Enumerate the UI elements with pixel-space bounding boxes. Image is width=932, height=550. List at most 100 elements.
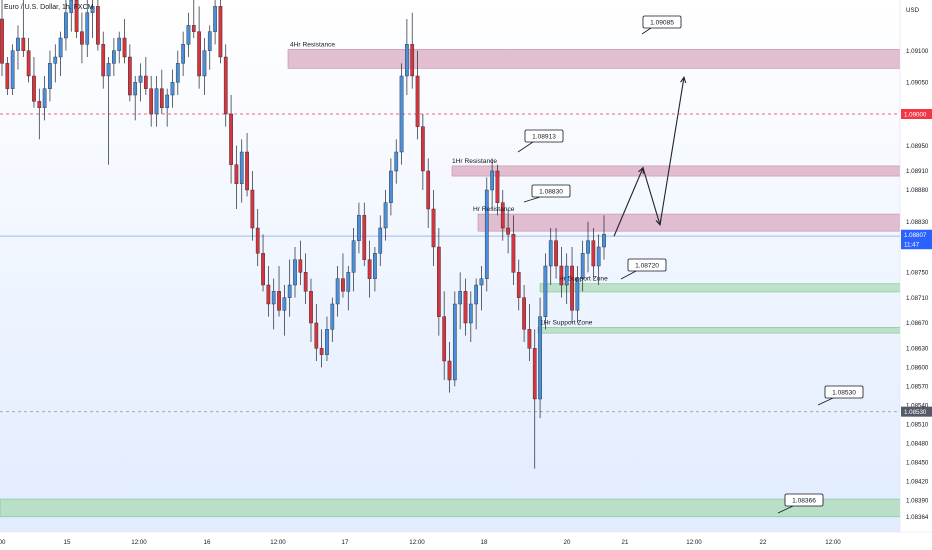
candle[interactable] [554, 228, 558, 279]
candle[interactable] [490, 158, 494, 209]
candle[interactable] [394, 139, 399, 184]
candle[interactable] [341, 253, 345, 298]
candle[interactable] [447, 342, 452, 393]
candle[interactable] [293, 247, 297, 298]
candle[interactable] [250, 171, 255, 241]
candle[interactable] [399, 63, 404, 165]
candle[interactable] [357, 202, 361, 254]
candle[interactable] [410, 12, 415, 89]
candle[interactable] [32, 57, 36, 108]
candle[interactable] [271, 278, 276, 330]
candle[interactable] [383, 190, 388, 241]
candle[interactable] [362, 202, 367, 266]
zone-support[interactable] [539, 283, 900, 293]
candle[interactable] [10, 44, 15, 95]
zone-resistance[interactable] [451, 165, 900, 177]
candle[interactable] [149, 76, 154, 127]
candle[interactable] [522, 285, 526, 342]
candle[interactable] [543, 253, 548, 330]
candle[interactable] [527, 304, 532, 361]
candle[interactable] [474, 278, 478, 330]
candle[interactable] [506, 209, 510, 254]
candle[interactable] [122, 19, 127, 64]
candle[interactable] [421, 114, 425, 190]
candle[interactable] [218, 0, 223, 64]
candle[interactable] [298, 240, 303, 285]
candle[interactable] [373, 247, 377, 292]
candle[interactable] [143, 57, 148, 95]
candle[interactable] [314, 304, 319, 361]
candle[interactable] [426, 158, 431, 228]
candle[interactable] [463, 278, 468, 336]
candle[interactable] [442, 291, 447, 380]
candle[interactable] [575, 266, 580, 323]
candle[interactable] [213, 0, 217, 45]
price-callout[interactable]: 1.08530 [817, 385, 864, 406]
candle[interactable] [58, 31, 63, 76]
candle[interactable] [548, 228, 553, 285]
candle[interactable] [37, 88, 42, 140]
candle[interactable] [101, 31, 106, 89]
candle[interactable] [325, 316, 329, 361]
candle[interactable] [468, 291, 473, 342]
candle[interactable] [570, 247, 574, 323]
candle[interactable] [431, 190, 436, 266]
candle[interactable] [319, 329, 324, 368]
candle[interactable] [303, 253, 308, 304]
candle[interactable] [96, 0, 100, 51]
price-callout[interactable]: 1.08720 [620, 258, 667, 280]
candle[interactable] [181, 31, 185, 76]
candle[interactable] [511, 215, 516, 285]
candle[interactable] [26, 38, 31, 83]
candle[interactable] [436, 228, 441, 336]
projection-path[interactable] [613, 77, 685, 237]
candle[interactable] [261, 234, 265, 292]
candle[interactable] [138, 63, 143, 102]
candle[interactable] [245, 133, 249, 197]
candle[interactable] [207, 25, 212, 70]
candle[interactable] [42, 76, 47, 121]
candle[interactable] [53, 44, 58, 83]
candle[interactable] [90, 0, 95, 38]
candle[interactable] [74, 0, 79, 38]
zone-resistance[interactable] [477, 213, 900, 232]
candle[interactable] [484, 177, 489, 292]
candle[interactable] [191, 0, 196, 38]
candle[interactable] [602, 215, 606, 260]
candle[interactable] [596, 234, 601, 285]
zone-resistance[interactable] [287, 49, 900, 69]
candle[interactable] [5, 57, 10, 95]
candle[interactable] [229, 95, 233, 184]
candle[interactable] [351, 228, 356, 292]
candle[interactable] [48, 50, 52, 102]
candle[interactable] [234, 145, 239, 209]
candle[interactable] [335, 266, 340, 317]
candle[interactable] [106, 57, 111, 165]
candle[interactable] [378, 215, 383, 266]
candle[interactable] [346, 266, 351, 311]
candle[interactable] [367, 240, 372, 298]
candle[interactable] [128, 44, 132, 102]
price-callout[interactable]: 1.08913 [517, 129, 564, 153]
candle[interactable] [277, 266, 281, 317]
candle[interactable] [202, 38, 207, 95]
candle[interactable] [159, 69, 164, 114]
zone-support[interactable] [0, 498, 900, 518]
candle[interactable] [538, 297, 542, 418]
candle[interactable] [112, 38, 116, 76]
candle[interactable] [197, 6, 201, 89]
zone-support[interactable] [537, 327, 900, 334]
candle[interactable] [452, 291, 457, 387]
candle[interactable] [80, 12, 84, 64]
candle[interactable] [415, 50, 420, 140]
candle[interactable] [532, 329, 537, 469]
candle[interactable] [21, 0, 26, 57]
candle[interactable] [0, 0, 4, 76]
candle[interactable] [16, 25, 20, 70]
candle[interactable] [165, 88, 170, 127]
time-axis-panel[interactable] [0, 532, 932, 550]
price-axis-panel[interactable] [900, 0, 932, 532]
candle[interactable] [255, 209, 260, 266]
candle[interactable] [405, 19, 409, 95]
